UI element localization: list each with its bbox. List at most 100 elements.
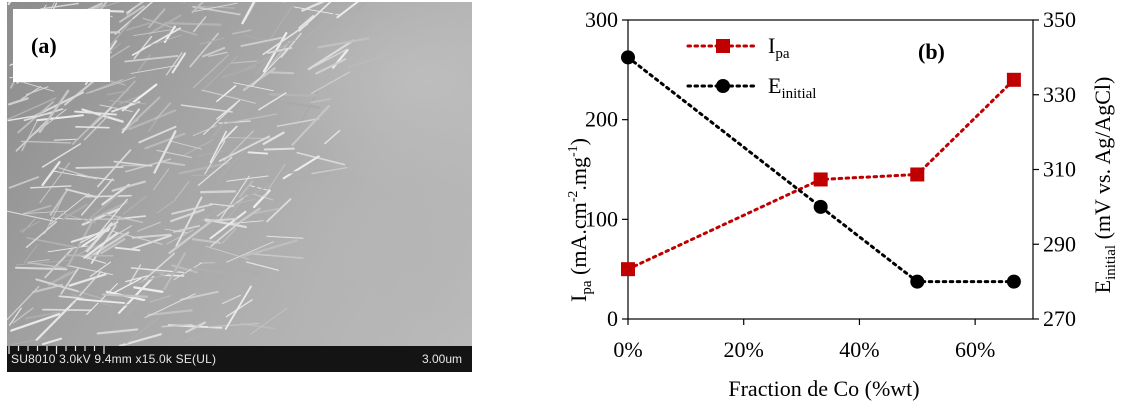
nanowire-fiber [14,266,68,271]
nanowire-fiber [301,2,326,12]
nanowire-fiber [268,93,318,97]
legend-label-main: E [768,73,781,98]
nanowire-fiber [226,241,274,263]
series-0-point [910,167,925,182]
nanowire-fiber [194,2,238,12]
nanowire-fiber [117,276,155,314]
nanowire-fiber [216,99,241,120]
nanowire-fiber [111,277,142,295]
y-right-tick-label: 330 [1043,82,1076,107]
nanowire-fiber [53,138,77,141]
nanowire-fiber [114,246,141,252]
nanowire-fiber [258,92,287,111]
nanowire-fiber [252,189,271,209]
nanowire-fiber [178,161,230,175]
nanowire-fiber [102,212,144,224]
nanowire-fiber [224,285,252,330]
nanowire-fiber [170,208,205,223]
chart-series-layer [621,50,1021,289]
nanowire-fiber [153,130,177,174]
nanowire-fiber [193,16,207,33]
nanowire-fiber [201,89,256,104]
nanowire-fiber [89,261,112,277]
nanowire-fiber [280,32,302,59]
nanowire-fiber [86,222,113,253]
nanowire-fiber [131,27,182,56]
nanowire-fiber [100,238,126,255]
nanowire-fiber [336,2,360,19]
nanowire-fiber [160,160,186,166]
y-left-label-unit-post: ) [566,138,591,145]
nanowire-fiber [208,51,228,57]
nanowire-fiber [218,125,238,145]
series-0-point [813,172,828,187]
nanowire-fiber [130,64,179,74]
nanowire-fiber [110,80,136,108]
nanowire-fiber [199,190,236,194]
y-left-label-unit-pre: (mA.cm [566,202,591,280]
nanowire-fiber [119,5,145,23]
nanowire-fiber [233,82,274,92]
nanowire-fiber [317,37,370,49]
nanowire-fiber [249,307,288,335]
nanowire-fiber [153,168,170,191]
nanowire-fiber [202,46,226,58]
nanowire-fiber [106,90,129,96]
nanowire-fiber [41,161,61,187]
nanowire-fiber [97,149,132,188]
nanowire-fiber [249,184,269,191]
series-1-point [910,274,925,289]
nanowire-fiber [35,278,79,293]
nanowire-fiber [156,199,176,214]
nanowire-fiber [10,337,46,346]
nanowire-fiber [122,292,146,321]
nanowire-fiber [291,105,330,146]
nanowire-fiber [121,108,140,134]
nanowire-fiber [209,130,227,163]
nanowire-fiber [89,201,129,222]
series-0-point [621,262,635,277]
nanowire-fiber [199,37,225,45]
legend-label-0: Ipa [768,33,790,62]
nanowire-fiber [27,261,67,269]
nanowire-fiber [239,207,261,223]
nanowire-fiber [207,322,260,328]
nanowire-fiber [243,34,277,44]
nanowire-fiber [173,224,201,233]
series-1-point [1006,274,1021,289]
nanowire-fiber [174,181,190,200]
nanowire-fiber [111,101,141,113]
nanowire-fiber [231,29,252,35]
nanowire-fiber [213,118,227,137]
nanowire-fiber [144,293,196,319]
nanowire-fiber [188,267,225,274]
nanowire-fiber [263,163,286,198]
nanowire-fiber [58,295,86,300]
nanowire-fiber [128,109,177,131]
nanowire-fiber [171,203,213,215]
nanowire-fiber [58,167,98,180]
scale-bar-ticks [8,346,105,354]
nanowire-fiber [266,198,292,223]
nanowire-fiber [269,5,293,40]
nanowire-fiber [29,185,72,189]
y-right-tick-label: 350 [1043,7,1076,32]
nanowire-fiber [8,176,40,189]
nanowire-fiber [197,156,233,186]
nanowire-fiber [296,151,346,166]
nanowire-fiber [96,328,139,335]
nanowire-fiber [262,131,285,145]
nanowire-fiber [85,79,124,95]
nanowire-fiber [210,259,261,276]
nanowire-fiber [38,89,70,134]
nanowire-fiber [282,167,332,175]
nanowire-fiber [269,71,295,75]
nanowire-fiber [156,149,192,159]
nanowire-fiber [70,229,110,243]
nanowire-fiber [150,34,182,46]
plot-frame [627,19,1034,320]
nanowire-fiber [221,228,237,244]
nanowire-fiber [293,6,342,16]
panel-a-label-box: (a) [13,9,110,82]
nanowire-fiber [106,297,160,310]
